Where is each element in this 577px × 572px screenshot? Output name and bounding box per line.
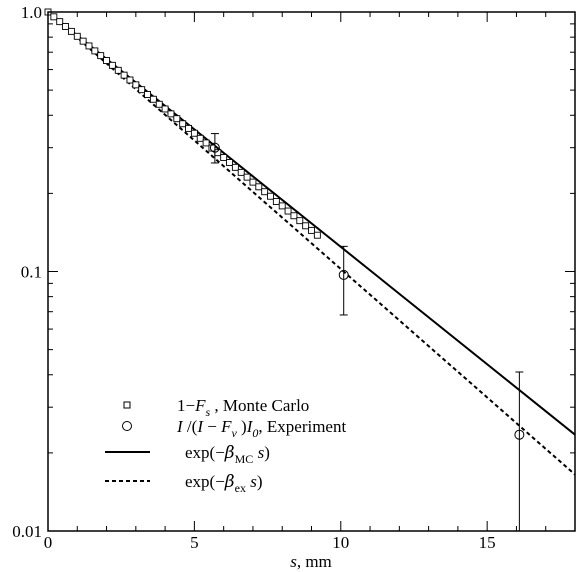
legend-ex-part-g: ) (237, 417, 247, 436)
legend-label-ex-fit: exp(−βex s) (185, 472, 263, 495)
y-tick-label-1: 0.1 (21, 263, 42, 282)
mc-point-10 (103, 57, 111, 64)
mc-point-36 (255, 183, 263, 191)
mc-point-43 (296, 217, 304, 225)
legend-mc-fit-part-f: ) (264, 443, 270, 462)
mc-point-39 (272, 198, 280, 206)
legend-mc-part-d: , Monte Carlo (210, 396, 309, 415)
mc-point-34 (243, 173, 251, 181)
axis-ticks (47, 12, 576, 532)
mc-point-12 (114, 66, 122, 74)
legend-ex-part-j: , Experiment (258, 417, 346, 436)
legend-ex-part-a: I (176, 417, 184, 436)
mc-point-13 (120, 71, 128, 79)
mc-point-6 (79, 37, 87, 45)
mc-point-46 (313, 231, 321, 239)
mc-point-41 (284, 207, 292, 215)
mc-point-8 (91, 47, 99, 55)
x-axis-title-var: s (290, 552, 297, 571)
x-axis-title-unit: , mm (297, 552, 332, 571)
fit-line-3 (47, 11, 576, 476)
mc-point-35 (249, 178, 257, 186)
mc-point-32 (231, 163, 239, 171)
mc-point-31 (226, 159, 233, 166)
mc-point-3 (62, 23, 70, 30)
mc-point-20 (161, 105, 169, 113)
legend-mc-fit-part-b: β (224, 443, 235, 463)
legend-marker-monte-carlo (123, 401, 131, 409)
mc-point-30 (220, 154, 228, 161)
legend-ex-part-c: I (196, 417, 204, 436)
mc-point-23 (179, 120, 187, 128)
legend-mc-fit-part-c: MC (235, 452, 254, 466)
mc-point-28 (208, 144, 216, 152)
mc-point-16 (138, 86, 146, 94)
legend-label-experiment: I /(I − Fv )I0, Experiment (176, 417, 346, 440)
legend-mc-fit-part-a: exp(− (185, 443, 225, 462)
mc-point-18 (149, 95, 157, 103)
mc-point-44 (302, 222, 310, 230)
mc-point-9 (97, 52, 105, 60)
legend-ex-fit-part-e: s (250, 472, 257, 491)
legend-ex-part-d: − (203, 417, 221, 436)
mc-point-25 (190, 129, 198, 137)
mc-point-1 (50, 13, 58, 21)
x-tick-label-0: 0 (44, 533, 53, 552)
mc-point-22 (173, 115, 181, 123)
legend-mc-part-b: F (194, 396, 206, 415)
legend-ex-part-i: 0 (252, 426, 258, 440)
mc-point-7 (85, 42, 93, 50)
legend-ex-fit-part-c: ex (235, 481, 246, 495)
mc-point-11 (108, 61, 116, 69)
mc-point-14 (126, 76, 134, 84)
mc-point-21 (167, 110, 175, 118)
legend-ex-part-e: F (220, 417, 232, 436)
legend: 1−Fs , Monte Carlo I /(I − Fv )I0, Exper… (105, 396, 346, 495)
legend-ex-fit-part-a: exp(− (185, 472, 225, 491)
legend-mc-part-a: 1− (177, 396, 195, 415)
mc-point-5 (73, 32, 81, 40)
experiment-point-1 (338, 269, 349, 280)
legend-ex-fit-part-b: β (224, 472, 235, 492)
y-tick-label-2: 1.0 (21, 3, 42, 22)
legend-ex-part-b: /( (183, 417, 198, 436)
mc-point-33 (237, 168, 245, 176)
legend-marker-experiment (122, 421, 132, 431)
mc-point-27 (202, 139, 210, 147)
plot-marks (44, 8, 576, 532)
mc-point-17 (144, 91, 151, 98)
mc-point-38 (267, 192, 274, 200)
legend-ex-part-h: I (246, 417, 254, 436)
legend-mc-fit-part-e: s (258, 443, 265, 462)
x-tick-label-3: 15 (479, 533, 496, 552)
experiment-point-0 (209, 142, 220, 153)
mc-point-37 (261, 188, 269, 196)
mc-point-42 (290, 212, 298, 220)
mc-point-15 (132, 81, 140, 89)
mc-point-19 (155, 100, 163, 108)
mc-point-2 (56, 18, 64, 26)
legend-ex-fit-part-f: ) (257, 472, 263, 491)
plot-frame (47, 11, 576, 532)
mc-point-26 (196, 134, 204, 142)
mc-point-4 (67, 27, 75, 35)
legend-mc-part-c: s (205, 405, 210, 419)
legend-label-monte-carlo: 1−Fs , Monte Carlo (177, 396, 309, 419)
mc-point-40 (278, 202, 286, 210)
y-tick-label-0: 0.01 (12, 522, 42, 541)
mc-point-45 (308, 226, 315, 234)
tick-labels: 0 5 10 15 0.01 0.1 1.0 (12, 3, 495, 552)
x-tick-label-2: 10 (332, 533, 349, 552)
x-tick-label-1: 5 (190, 533, 199, 552)
experiment-point-2 (514, 429, 525, 440)
legend-label-mc-fit: exp(−βMC s) (185, 443, 270, 466)
x-axis-title: s, mm (290, 552, 332, 571)
mc-point-24 (185, 124, 192, 132)
legend-ex-part-f: v (231, 426, 237, 440)
